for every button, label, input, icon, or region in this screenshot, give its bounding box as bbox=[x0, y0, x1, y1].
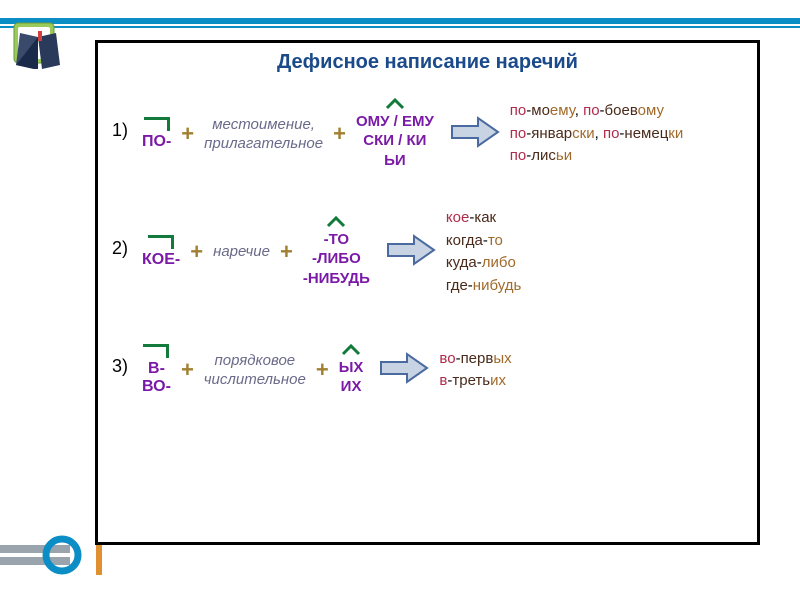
base-text: местоимение, bbox=[212, 115, 315, 135]
suffix-mark-icon bbox=[326, 216, 346, 230]
example-fragment: январ bbox=[531, 125, 572, 142]
example-line: кое-как bbox=[446, 207, 521, 230]
prefix-text: ПО- bbox=[142, 133, 171, 151]
book-icon bbox=[8, 15, 78, 85]
example-fragment: по bbox=[583, 102, 599, 119]
page-title: Дефисное написание наречий bbox=[112, 51, 743, 74]
suffix-text: -НИБУДЬ bbox=[303, 269, 370, 289]
suffix-text: ЬИ bbox=[356, 151, 434, 171]
suffix-column: ЫХИХ bbox=[339, 344, 364, 397]
rule-row: 2)КОЕ-+наречие+-ТО-ЛИБО-НИБУДЬкое-какког… bbox=[112, 202, 743, 302]
prefix-text: КОЕ- bbox=[142, 251, 180, 269]
orange-accent-tab bbox=[96, 545, 102, 575]
example-fragment: боев bbox=[605, 102, 638, 119]
example-fragment: по bbox=[603, 125, 619, 142]
example-line: по-январски, по-немецки bbox=[510, 123, 683, 146]
plus-sign: + bbox=[333, 121, 346, 147]
base-text: порядковое bbox=[214, 351, 295, 371]
prefix-column: ПО- bbox=[142, 117, 171, 151]
example-fragment: ки bbox=[668, 125, 683, 142]
plus-sign: + bbox=[280, 239, 293, 265]
suffix-text: ОМУ / ЕМУ bbox=[356, 112, 434, 132]
prefix-text: В- bbox=[148, 360, 165, 378]
example-fragment: , bbox=[575, 102, 583, 119]
suffix-text: -ТО bbox=[303, 230, 370, 250]
rule-number: 2) bbox=[112, 238, 136, 259]
plus-sign: + bbox=[181, 357, 194, 383]
example-fragment: треть bbox=[452, 372, 490, 389]
top-border-bar bbox=[0, 18, 800, 24]
arrow-icon bbox=[377, 350, 431, 386]
example-fragment: немец bbox=[624, 125, 668, 142]
example-fragment: кое bbox=[446, 209, 469, 226]
prefix-text: ВО- bbox=[142, 378, 171, 396]
base-text: числительное bbox=[204, 370, 306, 390]
suffix-text: ЫХ bbox=[339, 358, 364, 378]
example-fragment: мо bbox=[531, 102, 550, 119]
example-fragment: где bbox=[446, 277, 468, 294]
suffix-text: ИХ bbox=[339, 377, 364, 397]
rule-row: 3) В-ВО- + порядковоечислительное + ЫХИХ во-пе… bbox=[112, 320, 743, 420]
example-line: во-первых bbox=[439, 348, 511, 371]
prefix-mark-icon bbox=[143, 344, 169, 358]
example-fragment: по bbox=[510, 102, 526, 119]
example-fragment: их bbox=[490, 372, 506, 389]
example-fragment: куда bbox=[446, 254, 477, 271]
example-fragment: во bbox=[439, 350, 455, 367]
example-fragment: лис bbox=[531, 147, 556, 164]
example-fragment: перв bbox=[461, 350, 494, 367]
example-line: когда-то bbox=[446, 230, 521, 253]
prefix-mark-icon bbox=[148, 235, 174, 249]
rule-number: 3) bbox=[112, 356, 136, 377]
prefix-column: КОЕ- bbox=[142, 235, 180, 269]
prefix-column: В-ВО- bbox=[142, 344, 171, 396]
example-fragment: как bbox=[474, 209, 496, 226]
suffix-text: СКИ / КИ bbox=[356, 131, 434, 151]
suffix-mark-icon bbox=[385, 98, 405, 112]
arrow-icon bbox=[448, 114, 502, 150]
example-fragment: по bbox=[510, 147, 526, 164]
example-fragment: либо bbox=[482, 254, 516, 271]
example-line: по-моему, по-боевому bbox=[510, 100, 683, 123]
example-fragment: ых bbox=[493, 350, 511, 367]
base-column: местоимение,прилагательное bbox=[204, 115, 323, 154]
rule-row: 1) ПО- + местоимение,прилагательное + ОМУ / Е… bbox=[112, 84, 743, 184]
examples-column: кое-каккогда-токуда-либогде-нибудь bbox=[446, 207, 521, 297]
example-fragment: ому bbox=[638, 102, 664, 119]
example-line: в-третьих bbox=[439, 370, 511, 393]
arrow-column bbox=[377, 350, 431, 391]
suffix-column: -ТО-ЛИБО-НИБУДЬ bbox=[303, 216, 370, 289]
plus-sign: + bbox=[316, 357, 329, 383]
suffix-column: ОМУ / ЕМУСКИ / КИЬИ bbox=[356, 98, 434, 171]
examples-column: по-моему, по-боевомупо-январски, по-неме… bbox=[510, 100, 683, 168]
example-fragment: когда bbox=[446, 232, 483, 249]
examples-column: во-первыхв-третьих bbox=[439, 348, 511, 393]
rules-container: 1) ПО- + местоимение,прилагательное + ОМУ / Е… bbox=[112, 84, 743, 420]
example-fragment: ему bbox=[550, 102, 575, 119]
example-fragment: , bbox=[595, 125, 603, 142]
logo-icon bbox=[0, 535, 90, 590]
base-text: прилагательное bbox=[204, 134, 323, 154]
example-fragment: ски bbox=[572, 125, 594, 142]
base-text: наречие bbox=[213, 242, 270, 262]
example-fragment: нибудь bbox=[473, 277, 522, 294]
example-line: куда-либо bbox=[446, 252, 521, 275]
example-line: по-лисьи bbox=[510, 145, 683, 168]
arrow-column bbox=[448, 114, 502, 155]
prefix-mark-icon bbox=[144, 117, 170, 131]
main-frame: Дефисное написание наречий 1) ПО- + местоим… bbox=[95, 40, 760, 545]
rule-number: 1) bbox=[112, 120, 136, 141]
suffix-text: -ЛИБО bbox=[303, 249, 370, 269]
plus-sign: + bbox=[190, 239, 203, 265]
example-fragment: по bbox=[510, 125, 526, 142]
plus-sign: + bbox=[181, 121, 194, 147]
suffix-mark-icon bbox=[341, 344, 361, 358]
example-fragment: то bbox=[488, 232, 503, 249]
arrow-column bbox=[384, 232, 438, 273]
arrow-icon bbox=[384, 232, 438, 268]
example-line: где-нибудь bbox=[446, 275, 521, 298]
base-column: наречие bbox=[213, 242, 270, 262]
example-fragment: ьи bbox=[556, 147, 572, 164]
base-column: порядковоечислительное bbox=[204, 351, 306, 390]
